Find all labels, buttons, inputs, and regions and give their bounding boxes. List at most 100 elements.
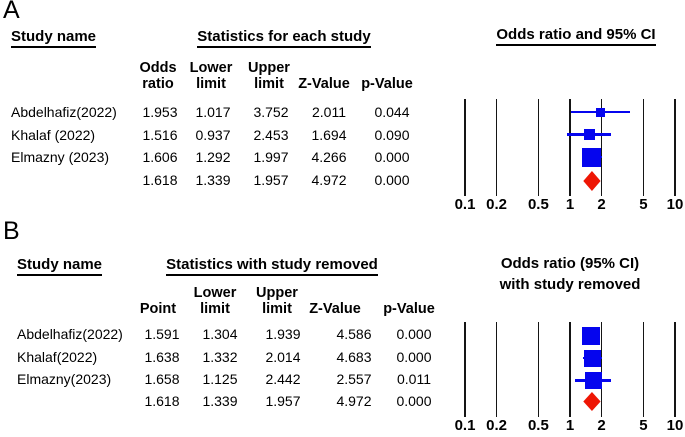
upper-limit-value: 3.752 <box>253 104 289 120</box>
forest-plot-a: 0.1 0.2 0.5 1 2 5 10 <box>440 95 685 220</box>
column-header-point: Point <box>139 301 177 317</box>
column-header-p-value: p-Value <box>361 76 413 92</box>
gridline <box>600 99 603 196</box>
study-marker <box>596 107 605 117</box>
upper-limit-value: 1.939 <box>265 326 301 342</box>
p-value: 0.000 <box>396 349 432 365</box>
study-marker <box>582 327 601 345</box>
study-name: Khalaf (2022) <box>11 127 96 143</box>
p-value: 0.011 <box>397 371 431 387</box>
summary-diamond <box>583 171 601 191</box>
study-name-header-a: Study name <box>11 28 97 48</box>
point-value: 1.591 <box>144 326 180 342</box>
gridline <box>569 99 571 196</box>
study-marker <box>584 349 601 367</box>
z-value: 1.694 <box>311 127 347 143</box>
gridline <box>464 99 466 196</box>
axis-tick-label: 5 <box>639 196 648 213</box>
column-header-lower-limit: Lower limit <box>193 285 237 317</box>
lower-limit-value: 1.017 <box>195 104 231 120</box>
plot-title-b: Odds ratio (95% CI) with study removed <box>499 255 641 293</box>
upper-limit-value: 2.014 <box>265 349 301 365</box>
gridline <box>464 322 466 417</box>
p-value: 0.090 <box>374 127 410 143</box>
column-header-upper-limit: Upper limit <box>248 60 290 92</box>
axis-tick-label: 10 <box>666 196 684 213</box>
axis-tick-label: 10 <box>666 417 684 434</box>
summary-diamond <box>583 392 601 411</box>
lower-limit-value: 1.292 <box>195 149 231 165</box>
upper-limit-value: 2.442 <box>265 371 301 387</box>
pooled-lower-limit-value: 1.339 <box>195 172 231 188</box>
axis-tick-label: 5 <box>639 417 648 434</box>
p-value: 0.000 <box>374 149 410 165</box>
column-header-lower-limit: Lower limit <box>189 60 233 92</box>
plot-title-a: Odds ratio and 95% CI <box>471 26 681 46</box>
study-marker <box>584 372 602 389</box>
pooled-p-value: 0.000 <box>374 172 410 188</box>
column-header-p-value: p-Value <box>383 301 435 317</box>
lower-limit-value: 1.304 <box>202 326 238 342</box>
gridline <box>495 99 498 196</box>
column-header-odds-ratio: Odds ratio <box>139 60 177 92</box>
study-name: Abdelhafiz(2022) <box>11 104 117 120</box>
z-value: 4.266 <box>311 149 347 165</box>
point-value: 1.638 <box>144 349 180 365</box>
panel-a-label: A <box>3 0 20 24</box>
gridline <box>674 322 676 417</box>
axis-tick-label: 2 <box>597 417 606 434</box>
column-header-upper-limit: Upper limit <box>256 285 298 317</box>
z-value: 4.586 <box>336 326 372 342</box>
study-name: Abdelhafiz(2022) <box>17 326 123 342</box>
upper-limit-value: 1.997 <box>253 149 289 165</box>
forest-plot-b: 0.1 0.2 0.5 1 2 5 10 <box>440 318 685 437</box>
z-value: 2.557 <box>336 371 372 387</box>
axis-tick-label: 1 <box>565 417 575 434</box>
lower-limit-value: 1.125 <box>202 371 238 387</box>
stats-header-a: Statistics for each study <box>174 28 394 48</box>
point-value: 1.658 <box>144 371 180 387</box>
pooled-odds-ratio-value: 1.618 <box>142 172 178 188</box>
column-header-z-value: Z-Value <box>309 301 361 317</box>
z-value: 4.683 <box>336 349 372 365</box>
gridline <box>642 322 645 417</box>
pooled-p-value: 0.000 <box>396 393 432 409</box>
odds-ratio-value: 1.516 <box>142 127 178 143</box>
gridline <box>537 322 540 417</box>
axis-tick-label: 0.5 <box>527 417 549 434</box>
gridline <box>674 99 676 196</box>
pooled-upper-limit-value: 1.957 <box>265 393 301 409</box>
gridline <box>642 99 645 196</box>
p-value: 0.000 <box>396 326 432 342</box>
axis-tick-label: 1 <box>565 196 575 213</box>
axis-tick-label: 0.5 <box>527 196 549 213</box>
pooled-z-value: 4.972 <box>336 393 372 409</box>
lower-limit-value: 0.937 <box>195 127 231 143</box>
pooled-z-value: 4.972 <box>311 172 347 188</box>
panel-b-label: B <box>3 217 20 245</box>
study-name: Elmazny(2023) <box>17 371 112 387</box>
gridline <box>537 99 540 196</box>
gridline <box>495 322 498 417</box>
axis-tick-label: 0.1 <box>454 196 476 213</box>
gridline <box>569 322 571 417</box>
pooled-lower-limit-value: 1.339 <box>202 393 238 409</box>
study-name-header-b: Study name <box>17 256 103 276</box>
study-name: Elmazny (2023) <box>11 149 110 165</box>
study-name: Khalaf(2022) <box>17 349 98 365</box>
lower-limit-value: 1.332 <box>202 349 238 365</box>
axis-tick-label: 0.2 <box>486 417 508 434</box>
upper-limit-value: 2.453 <box>253 127 289 143</box>
axis-tick-label: 2 <box>597 196 606 213</box>
pooled-point-value: 1.618 <box>144 393 180 409</box>
axis-tick-label: 0.2 <box>486 196 508 213</box>
z-value: 2.011 <box>312 104 346 120</box>
study-marker <box>583 129 595 140</box>
axis-tick-label: 0.1 <box>454 417 476 434</box>
odds-ratio-value: 1.606 <box>142 149 178 165</box>
p-value: 0.044 <box>374 104 410 120</box>
study-marker <box>582 147 602 167</box>
stats-header-b: Statistics with study removed <box>162 256 382 276</box>
gridline <box>600 322 603 417</box>
